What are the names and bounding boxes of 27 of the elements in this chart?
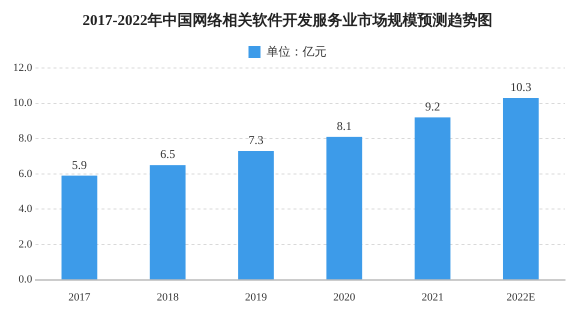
bar <box>62 176 98 280</box>
bar <box>326 136 362 280</box>
bar <box>238 150 274 280</box>
y-tick-label: 0.0 <box>18 274 33 286</box>
data-label: 5.9 <box>72 158 87 172</box>
data-label: 10.3 <box>510 80 532 94</box>
chart-title: 2017-2022年中国网络相关软件开发服务业市场规模预测趋势图 <box>82 10 492 29</box>
x-tick-label: 2022E <box>506 291 536 304</box>
y-tick-label: 10.0 <box>13 97 33 110</box>
x-tick-label: 2018 <box>156 291 180 304</box>
x-tick-label: 2019 <box>244 291 268 304</box>
data-label: 9.2 <box>425 100 440 114</box>
x-tick-label: 2021 <box>422 291 444 304</box>
x-tick-label: 2020 <box>333 291 356 304</box>
y-tick-label: 2.0 <box>18 238 33 250</box>
bar <box>414 117 450 280</box>
bar <box>150 165 186 280</box>
y-tick-label: 4.0 <box>18 203 33 216</box>
y-tick-label: 6.0 <box>18 168 33 180</box>
bar <box>502 98 539 280</box>
data-label: 8.1 <box>336 118 352 133</box>
x-tick-label: 2017 <box>68 291 91 304</box>
data-label: 6.5 <box>160 147 176 162</box>
y-tick-label: 8.0 <box>18 132 33 144</box>
legend-label: 单位：亿元 <box>266 44 326 58</box>
y-tick-label: 12.0 <box>13 62 33 74</box>
data-label: 7.3 <box>248 133 264 148</box>
